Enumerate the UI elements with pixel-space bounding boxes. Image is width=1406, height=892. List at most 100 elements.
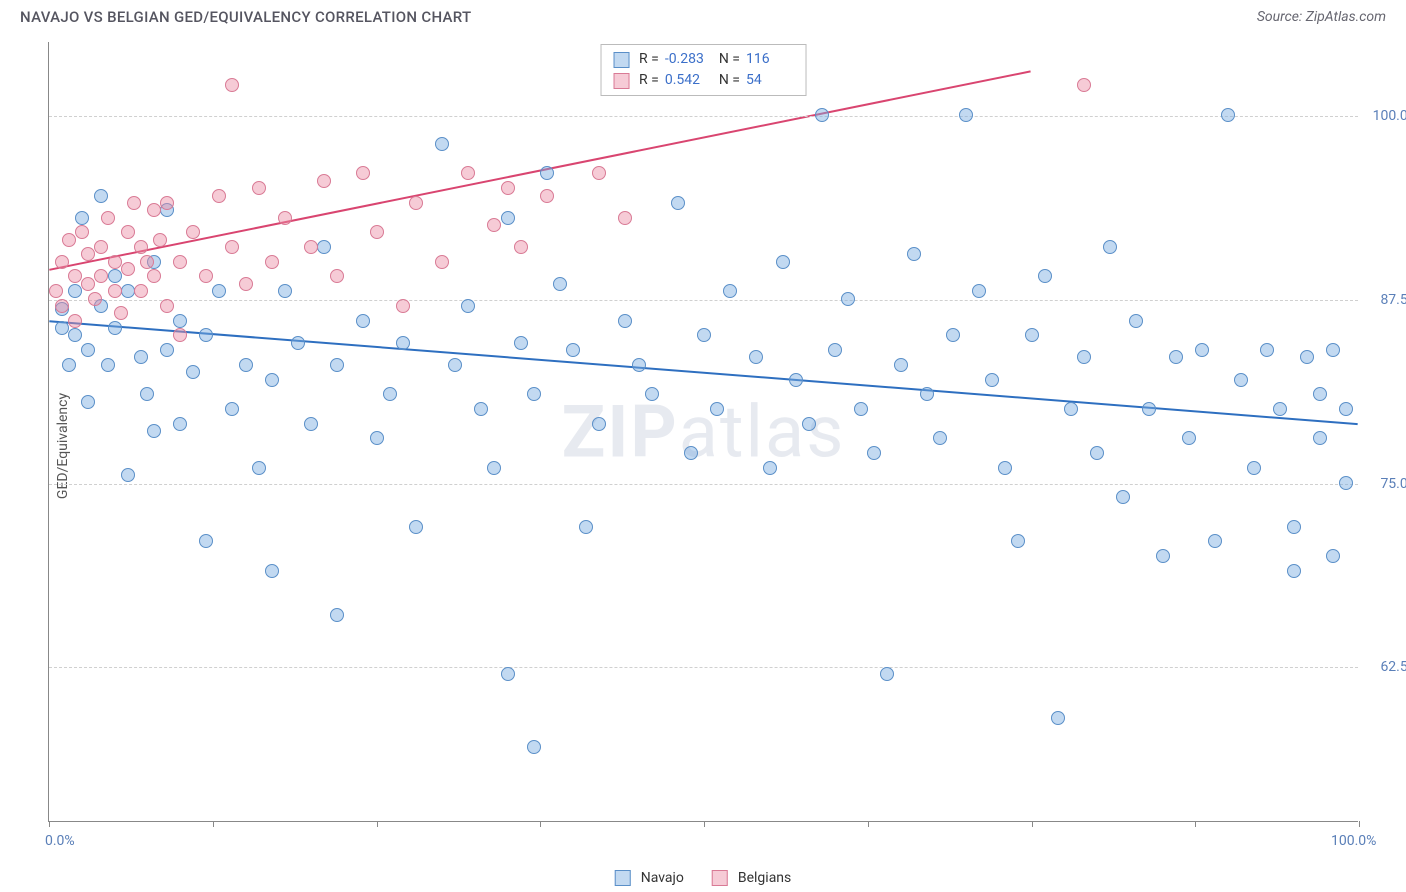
point-navajo <box>147 424 161 438</box>
point-belgians <box>186 225 200 239</box>
point-belgians <box>147 269 161 283</box>
legend: Navajo Belgians <box>615 870 792 886</box>
point-navajo <box>68 328 82 342</box>
point-navajo <box>186 365 200 379</box>
point-belgians <box>592 166 606 180</box>
point-navajo <box>1234 373 1248 387</box>
point-navajo <box>1326 549 1340 563</box>
x-tick-label: 100.0% <box>1331 833 1376 849</box>
point-navajo <box>1339 476 1353 490</box>
point-navajo <box>1273 402 1287 416</box>
point-navajo <box>632 358 646 372</box>
point-navajo <box>710 402 724 416</box>
y-tick-label: 87.5% <box>1363 292 1406 308</box>
point-navajo <box>370 431 384 445</box>
point-navajo <box>252 461 266 475</box>
point-navajo <box>684 446 698 460</box>
point-navajo <box>199 534 213 548</box>
point-belgians <box>75 225 89 239</box>
point-navajo <box>527 387 541 401</box>
stats-row-belgians: R = 0.542 N = 54 <box>613 70 794 91</box>
point-navajo <box>55 321 69 335</box>
point-navajo <box>1077 350 1091 364</box>
point-navajo <box>173 417 187 431</box>
point-navajo <box>723 284 737 298</box>
point-belgians <box>101 211 115 225</box>
point-navajo <box>474 402 488 416</box>
gridline-h <box>49 300 1358 301</box>
point-navajo <box>1011 534 1025 548</box>
point-navajo <box>1287 564 1301 578</box>
point-belgians <box>68 269 82 283</box>
point-navajo <box>880 667 894 681</box>
legend-item-belgians: Belgians <box>712 870 791 886</box>
point-navajo <box>1313 431 1327 445</box>
n-value-navajo: 116 <box>746 49 794 70</box>
point-navajo <box>1208 534 1222 548</box>
point-belgians <box>140 255 154 269</box>
point-navajo <box>1064 402 1078 416</box>
point-belgians <box>239 277 253 291</box>
point-navajo <box>356 314 370 328</box>
point-navajo <box>553 277 567 291</box>
point-navajo <box>1182 431 1196 445</box>
point-navajo <box>461 299 475 313</box>
point-navajo <box>946 328 960 342</box>
point-belgians <box>147 203 161 217</box>
point-belgians <box>225 78 239 92</box>
point-navajo <box>1090 446 1104 460</box>
point-navajo <box>867 446 881 460</box>
point-belgians <box>134 284 148 298</box>
point-navajo <box>763 461 777 475</box>
stats-row-navajo: R = -0.283 N = 116 <box>613 49 794 70</box>
point-belgians <box>55 255 69 269</box>
point-belgians <box>265 255 279 269</box>
point-belgians <box>153 233 167 247</box>
point-navajo <box>1313 387 1327 401</box>
y-tick-label: 62.5% <box>1363 659 1406 675</box>
point-navajo <box>1221 108 1235 122</box>
point-belgians <box>1077 78 1091 92</box>
point-navajo <box>933 431 947 445</box>
point-belgians <box>173 328 187 342</box>
point-navajo <box>566 343 580 357</box>
point-navajo <box>212 284 226 298</box>
point-navajo <box>1103 240 1117 254</box>
x-tick <box>1032 821 1033 827</box>
point-navajo <box>409 520 423 534</box>
point-navajo <box>1195 343 1209 357</box>
point-navajo <box>841 292 855 306</box>
point-belgians <box>396 299 410 313</box>
gridline-h <box>49 667 1358 668</box>
point-navajo <box>1142 402 1156 416</box>
point-navajo <box>121 284 135 298</box>
point-navajo <box>81 343 95 357</box>
point-navajo <box>789 373 803 387</box>
point-belgians <box>62 233 76 247</box>
point-navajo <box>1339 402 1353 416</box>
point-belgians <box>487 218 501 232</box>
chart-title: NAVAJO VS BELGIAN GED/EQUIVALENCY CORREL… <box>20 8 471 26</box>
legend-label-navajo: Navajo <box>641 870 684 886</box>
point-belgians <box>173 255 187 269</box>
x-tick <box>704 821 705 827</box>
point-navajo <box>671 196 685 210</box>
point-belgians <box>94 269 108 283</box>
point-navajo <box>265 564 279 578</box>
point-navajo <box>68 284 82 298</box>
n-value-belgians: 54 <box>746 70 794 91</box>
point-belgians <box>55 299 69 313</box>
point-navajo <box>501 667 515 681</box>
point-navajo <box>1129 314 1143 328</box>
swatch-belgians <box>613 73 629 89</box>
point-belgians <box>618 211 632 225</box>
point-navajo <box>62 358 76 372</box>
point-navajo <box>749 350 763 364</box>
point-belgians <box>81 277 95 291</box>
legend-item-navajo: Navajo <box>615 870 684 886</box>
y-tick-label: 75.0% <box>1363 476 1406 492</box>
point-navajo <box>1287 520 1301 534</box>
point-belgians <box>212 189 226 203</box>
point-navajo <box>1116 490 1130 504</box>
point-belgians <box>49 284 63 298</box>
